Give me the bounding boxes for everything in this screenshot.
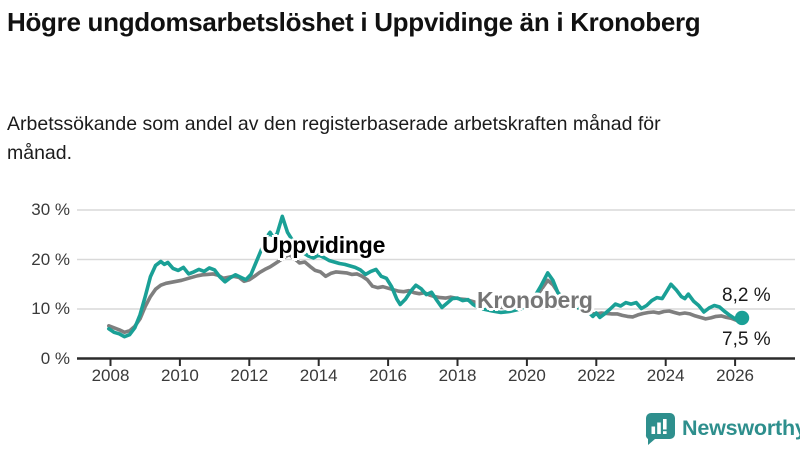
- x-tick-label-2022: 2022: [577, 366, 616, 385]
- x-tick-label-2010: 2010: [160, 366, 199, 385]
- x-tick-label-2024: 2024: [646, 366, 685, 385]
- series-line-uppvidinge: [107, 214, 744, 339]
- x-tick-label-2016: 2016: [369, 366, 407, 385]
- x-tick-label-2018: 2018: [438, 366, 477, 385]
- page-title: Högre ungdomsarbetslöshet i Uppvidinge ä…: [7, 7, 701, 37]
- series-label-kronoberg: Kronoberg: [477, 287, 593, 313]
- newsworthy-logo: Newsworthy: [643, 411, 800, 446]
- x-tick-label-2008: 2008: [91, 366, 130, 385]
- end-value-label-uppvidinge: 8,2 %: [722, 285, 771, 306]
- newsworthy-logo-text: Newsworthy: [682, 416, 800, 440]
- bar-tall: [657, 422, 661, 434]
- series-end-dot-uppvidinge: [734, 310, 750, 326]
- y-tick-label-10: 10 %: [31, 299, 70, 318]
- exclamation-dot: [663, 431, 667, 434]
- y-tick-label-20: 20 %: [31, 249, 70, 269]
- y-tick-label-30: 30 %: [31, 200, 70, 219]
- bar-small: [651, 426, 656, 434]
- end-value-label-kronoberg: 7,5 %: [722, 329, 771, 350]
- y-tick-label-0: 0 %: [40, 348, 70, 368]
- x-tick-label-2014: 2014: [299, 366, 338, 385]
- chart-subtitle: Arbetssökande som andel av den registerb…: [7, 113, 661, 164]
- x-tick-label-2026: 2026: [716, 366, 754, 385]
- x-tick-label-2012: 2012: [230, 366, 269, 385]
- x-tick-label-2020: 2020: [507, 366, 546, 385]
- series-label-uppvidinge: Uppvidinge: [262, 232, 386, 258]
- newsworthy-logo-icon: [645, 413, 675, 445]
- exclamation-bar: [663, 419, 667, 430]
